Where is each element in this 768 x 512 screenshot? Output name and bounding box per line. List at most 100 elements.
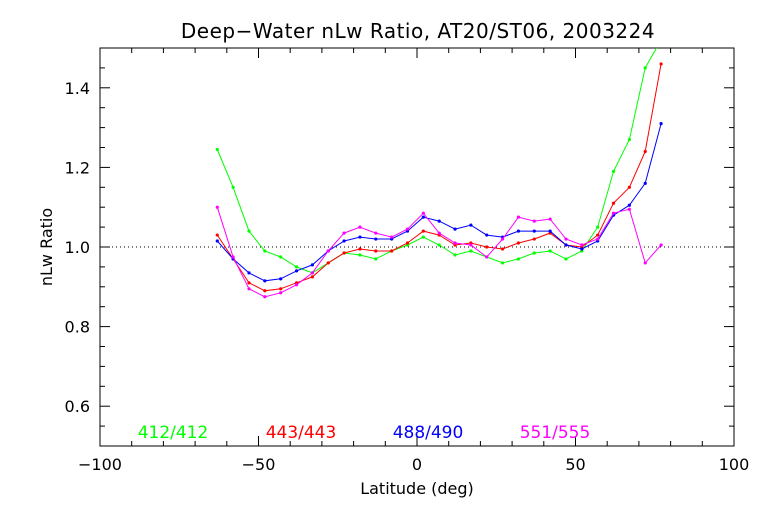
y-axis: 0.6 0.8 1.0 1.2 1.4: [65, 47, 734, 447]
data-point: [263, 289, 267, 293]
data-point: [500, 237, 505, 241]
data-point: [358, 247, 362, 251]
data-point: [405, 241, 410, 245]
data-point: [659, 62, 663, 66]
x-tick-label: 100: [719, 455, 750, 474]
data-point: [485, 233, 489, 237]
data-point: [247, 287, 251, 291]
data-point: [294, 269, 299, 273]
data-point: [611, 169, 616, 173]
data-point: [358, 225, 362, 229]
data-point: [485, 245, 489, 249]
data-point: [627, 203, 631, 207]
x-tick-label: 0: [412, 455, 422, 474]
data-point: [310, 271, 314, 275]
series-551-555: [215, 205, 663, 299]
data-point: [421, 229, 425, 233]
data-point: [247, 271, 251, 275]
data-point: [643, 149, 647, 154]
data-point: [453, 227, 457, 231]
data-point: [659, 243, 663, 247]
data-point: [215, 205, 219, 209]
data-point: [374, 237, 378, 241]
data-point: [469, 243, 473, 247]
data-point: [548, 249, 552, 253]
data-point: [358, 253, 362, 257]
data-point: [374, 249, 378, 253]
y-axis-label: nLw Ratio: [37, 208, 56, 286]
data-point: [437, 231, 441, 235]
data-point: [374, 257, 378, 261]
x-axis-label: Latitude (deg): [360, 479, 474, 498]
legend-entry-488-490: 488/490: [393, 423, 464, 443]
data-point: [405, 227, 410, 231]
data-point: [390, 235, 394, 239]
data-point: [374, 231, 378, 235]
data-point: [659, 38, 662, 41]
data-point: [580, 247, 584, 251]
data-point: [421, 215, 425, 219]
data-point: [453, 253, 457, 257]
legend-entry-551-555: 551/555: [520, 423, 591, 443]
data-point: [564, 257, 568, 261]
data-point: [342, 251, 346, 255]
data-point: [532, 219, 536, 223]
data-point: [469, 249, 473, 253]
data-point: [247, 281, 251, 285]
data-point: [500, 247, 505, 251]
x-tick-label: −50: [242, 455, 276, 474]
data-point: [310, 275, 314, 279]
data-point: [215, 239, 219, 243]
data-point: [485, 255, 489, 259]
data-point: [247, 229, 251, 233]
data-point: [263, 279, 267, 283]
data-point: [564, 237, 568, 241]
data-point: [659, 122, 663, 126]
data-point: [294, 265, 299, 269]
data-point: [215, 147, 219, 152]
legend-entry-443-443: 443/443: [266, 423, 337, 443]
chart-title: Deep−Water nLw Ratio, AT20/ST06, 2003224: [181, 19, 655, 43]
data-point: [342, 231, 346, 235]
data-point: [516, 257, 521, 261]
data-point: [279, 277, 283, 281]
data-point: [611, 201, 616, 205]
data-point: [358, 235, 362, 239]
x-tick-label: −100: [78, 455, 122, 474]
data-point: [548, 217, 552, 221]
data-point: [263, 249, 267, 253]
data-point: [596, 237, 600, 241]
data-point: [263, 295, 267, 299]
data-point: [532, 229, 536, 233]
data-point: [231, 255, 235, 259]
data-point: [580, 243, 584, 247]
data-point: [643, 181, 647, 185]
data-point: [469, 223, 473, 227]
data-point: [215, 233, 219, 237]
data-point: [548, 229, 552, 233]
data-point: [279, 291, 283, 295]
data-point: [342, 239, 346, 243]
y-tick-label: 1.0: [65, 238, 90, 257]
data-point: [326, 249, 330, 253]
series-line-488-490: [216, 123, 662, 282]
data-point: [421, 211, 425, 215]
data-point: [421, 235, 425, 239]
series-line-443-443: [216, 63, 662, 292]
series-412-412: [215, 38, 662, 275]
data-point: [627, 137, 631, 142]
data-point: [437, 219, 441, 223]
data-point: [532, 237, 536, 241]
y-tick-label: 0.8: [65, 318, 90, 337]
data-point: [596, 225, 600, 229]
data-point: [279, 287, 283, 291]
data-point: [611, 211, 616, 215]
data-point: [326, 261, 330, 265]
data-point: [516, 229, 521, 233]
data-point: [231, 185, 235, 189]
data-point: [596, 233, 600, 237]
data-point: [279, 255, 283, 259]
data-point: [516, 215, 521, 219]
series-layer: [215, 38, 663, 299]
